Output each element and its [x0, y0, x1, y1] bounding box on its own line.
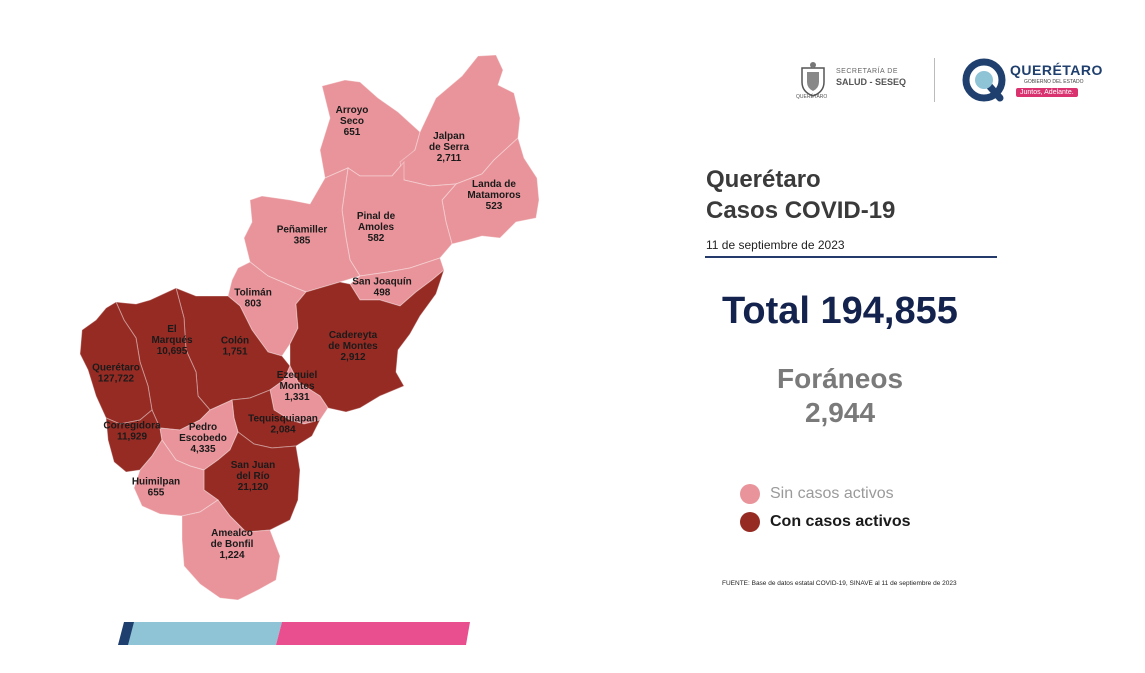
municipality-label-ezequiel-montes: Ezequiel Montes 1,331 — [277, 370, 318, 403]
government-title: QUERÉTARO — [1010, 62, 1103, 78]
municipality-name: Landa de — [472, 179, 516, 190]
municipality-case-count: 2,084 — [270, 425, 295, 436]
municipality-name: Tequisquiapan — [248, 414, 318, 425]
page-title: Querétaro Casos COVID-19 — [706, 164, 895, 226]
municipality-name: Jalpan — [433, 131, 465, 142]
municipality-case-count: 523 — [486, 201, 503, 212]
municipality-label-jalpan: Jalpan de Serra 2,711 — [429, 131, 469, 164]
municipality-name: Huimilpan — [132, 477, 180, 488]
municipality-case-count: 4,335 — [190, 444, 215, 455]
municipality-label-el-marques: El Marqués 10,695 — [151, 324, 193, 357]
foraneos-block: Foráneos 2,944 — [750, 362, 930, 430]
municipality-name: Corregidora — [103, 421, 161, 432]
municipality-label-san-juan-del-rio: San Juan del Río 21,120 — [231, 460, 275, 493]
municipality-label-san-joaquin: San Joaquín 498 — [352, 277, 411, 299]
municipality-name: San Juan — [231, 460, 275, 471]
municipality-name: Ezequiel — [277, 370, 318, 381]
municipality-ezequiel-montes[interactable] — [269, 364, 329, 425]
municipality-name: Tolimán — [234, 288, 272, 299]
municipality-case-count: 1,331 — [284, 392, 309, 403]
municipality-penamiller[interactable] — [243, 167, 361, 293]
municipality-label-pedro-escobedo: Pedro Escobedo 4,335 — [179, 422, 227, 455]
queretaro-municipal-map: Arroyo Seco 651 Jalpan de Serra 2,711 Landa de… — [79, 54, 540, 645]
municipality-pinal[interactable] — [341, 160, 458, 277]
municipality-name: Montes — [280, 381, 315, 392]
municipality-name: El — [167, 324, 177, 335]
municipality-label-corregidora: Corregidora 11,929 — [103, 421, 161, 443]
municipality-case-count: 21,120 — [238, 482, 269, 493]
municipality-name: Pedro — [189, 422, 217, 433]
municipality-case-count: 655 — [148, 488, 165, 499]
municipality-name: Seco — [340, 116, 364, 127]
municipality-tequisquiapan[interactable] — [231, 389, 321, 449]
municipality-huimilpan[interactable] — [133, 439, 219, 517]
municipality-case-count: 498 — [374, 288, 391, 299]
municipality-label-amealco: Amealco de Bonfil 1,224 — [211, 528, 254, 561]
municipality-label-colon: Colón 1,751 — [221, 336, 249, 358]
municipality-label-penamiller: Peñamiller 385 — [277, 225, 328, 247]
queretaro-q-logo-icon — [962, 58, 1006, 102]
municipality-name: Matamoros — [467, 190, 521, 201]
municipality-name: Amealco — [211, 528, 253, 539]
decorative-ribbon-bar — [118, 622, 470, 645]
municipality-case-count: 1,751 — [222, 347, 247, 358]
ribbon-light-segment — [128, 622, 282, 645]
municipality-name: Peñamiller — [277, 225, 328, 236]
municipality-name: Arroyo — [336, 105, 369, 116]
municipality-case-count: 10,695 — [157, 346, 188, 357]
municipality-label-landa: Landa de Matamoros 523 — [467, 179, 521, 212]
legend-label-con-casos: Con casos activos — [770, 513, 911, 530]
municipality-label-tequisquiapan: Tequisquiapan 2,084 — [248, 414, 318, 436]
municipality-label-huimilpan: Huimilpan 655 — [132, 477, 180, 499]
municipality-case-count: 1,224 — [219, 550, 244, 561]
title-line-2: Casos COVID-19 — [706, 197, 896, 224]
municipality-name: de Bonfil — [211, 539, 254, 550]
foraneos-label: Foráneos — [776, 363, 904, 394]
municipality-case-count: 582 — [368, 233, 385, 244]
municipality-case-count: 803 — [245, 299, 262, 310]
municipality-name: Colón — [221, 336, 249, 347]
municipality-label-toliman: Tolimán 803 — [234, 288, 272, 310]
municipality-case-count: 385 — [294, 236, 311, 247]
legend-label-sin-casos: Sin casos activos — [770, 485, 894, 502]
ribbon-pink-segment — [276, 622, 470, 645]
legend-swatch-sin-casos — [740, 484, 760, 504]
municipality-label-queretaro: Querétaro 127,722 — [92, 363, 140, 385]
municipality-name: Cadereyta — [329, 330, 378, 341]
municipality-name: del Río — [236, 471, 269, 482]
municipality-case-count: 127,722 — [98, 374, 135, 385]
municipality-case-count: 2,912 — [340, 352, 365, 363]
municipality-case-count: 651 — [344, 127, 361, 138]
municipality-name: San Joaquín — [352, 277, 411, 288]
municipality-name: de Montes — [328, 341, 378, 352]
municipality-name: de Serra — [429, 142, 469, 153]
municipality-name: Pinal de — [357, 211, 396, 222]
municipality-label-cadereyta: Cadereyta de Montes 2,912 — [328, 330, 378, 363]
municipality-name: Amoles — [358, 222, 395, 233]
municipality-name: Marqués — [151, 335, 193, 346]
date-underline — [705, 256, 997, 258]
legend-swatch-con-casos — [740, 512, 760, 532]
secretaria-label: SECRETARÍA DE — [836, 68, 898, 75]
municipality-name: Escobedo — [179, 433, 227, 444]
municipality-case-count: 11,929 — [117, 432, 147, 443]
title-line-1: Querétaro — [706, 166, 821, 193]
seseq-label: SALUD - SESEQ — [836, 77, 907, 87]
municipality-case-count: 2,711 — [437, 153, 462, 164]
source-note: FUENTE: Base de datos estatal COVID-19, … — [722, 580, 957, 587]
municipality-label-arroyo-seco: Arroyo Seco 651 — [336, 105, 369, 138]
government-subtitle: GOBIERNO DEL ESTADO — [1024, 79, 1084, 85]
report-date: 11 de septiembre de 2023 — [706, 238, 845, 252]
government-tagline: Juntos, Adelante. — [1016, 88, 1078, 97]
municipality-label-pinal: Pinal de Amoles 582 — [357, 211, 396, 244]
municipality-queretaro[interactable] — [79, 301, 153, 425]
seal-label: QUERÉTARO — [796, 94, 828, 100]
municipality-amealco[interactable] — [181, 499, 281, 601]
foraneos-value: 2,944 — [804, 397, 876, 428]
logo-divider — [934, 58, 935, 102]
municipality-name: Querétaro — [92, 363, 140, 374]
total-cases: Total 194,855 — [722, 290, 958, 332]
state-seal-icon — [801, 62, 825, 97]
header-logos: QUERÉTARO SECRETARÍA DE SALUD - SESEQ QU… — [796, 56, 1116, 108]
